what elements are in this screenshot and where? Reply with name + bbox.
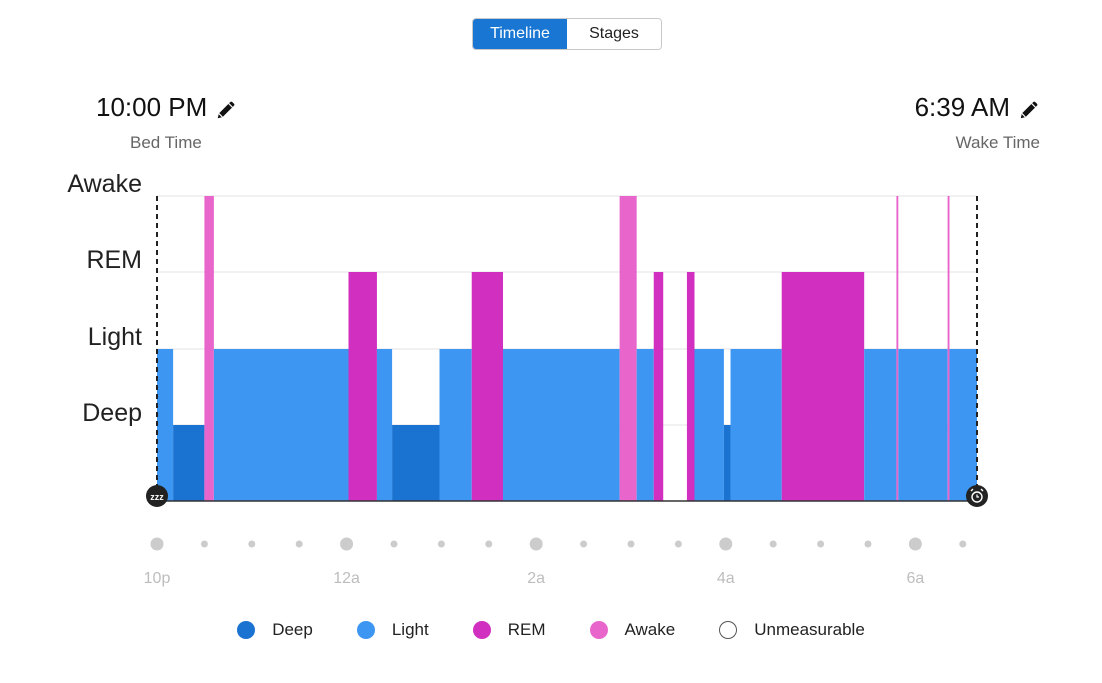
x-tick-label-2a: 2a (527, 570, 545, 587)
minor-tick-3 (390, 540, 398, 548)
minor-tick-12 (959, 540, 967, 548)
wake-time-value: 6:39 AM (914, 92, 1010, 122)
legend-dot-rem (472, 621, 491, 639)
svg-text:zzz: zzz (150, 492, 164, 502)
segment-awake-10 (619, 196, 637, 501)
minor-tick-7 (627, 540, 635, 548)
segment-deep-1 (173, 425, 205, 501)
bed-time-block: 10:00 PM Bed Time (96, 92, 237, 153)
minor-tick-5 (485, 540, 493, 548)
major-tick-4a (719, 537, 733, 551)
segment-deep-16 (723, 425, 731, 501)
tab-stages[interactable]: Stages (567, 19, 661, 49)
legend-label-awake: Awake (624, 620, 676, 639)
segment-awake-22 (947, 196, 950, 501)
legend-label-deep: Deep (272, 620, 313, 639)
bed-time-row: 10:00 PM (96, 92, 237, 123)
alarm-clock-icon (966, 485, 988, 507)
major-tick-10p (150, 537, 164, 551)
bed-time-label: Bed Time (130, 133, 202, 152)
segment-light-0 (157, 349, 174, 501)
minor-tick-9 (769, 540, 777, 548)
major-tick-12a (340, 537, 354, 551)
segment-rem-14 (686, 272, 695, 501)
segment-light-15 (694, 349, 724, 501)
x-tick-label-10p: 10p (144, 570, 171, 587)
chart-x-ticks: 10p 12a 2a 4a 6a (144, 537, 967, 587)
y-label-awake: Awake (67, 170, 142, 198)
bed-time-edit-pencil-icon[interactable] (215, 97, 237, 119)
chart-y-labels: Deep Light REM Awake (67, 170, 142, 427)
sleep-zzz-icon: zzz (146, 485, 168, 507)
y-label-deep: Deep (82, 399, 142, 427)
y-label-light: Light (88, 323, 142, 351)
legend-item-awake: Awake (589, 620, 676, 640)
segment-rem-18 (781, 272, 865, 501)
y-label-rem: REM (86, 246, 142, 274)
minor-tick-11 (864, 540, 872, 548)
minor-tick-8 (674, 540, 682, 548)
chart-frame: zzz (146, 196, 988, 507)
legend-label-unmeasurable: Unmeasurable (754, 620, 865, 639)
legend-item-deep: Deep (237, 620, 313, 640)
wake-time-block: 6:39 AM Wake Time (915, 92, 1040, 153)
minor-tick-6 (580, 540, 588, 548)
minor-tick-0 (200, 540, 208, 548)
major-tick-2a (529, 537, 543, 551)
segment-awake-20 (896, 196, 899, 501)
x-tick-label-6a: 6a (906, 570, 924, 587)
x-tick-label-4a: 4a (717, 570, 735, 587)
bed-time-value: 10:00 PM (96, 92, 208, 122)
segment-light-11 (636, 349, 654, 501)
segment-light-3 (213, 349, 349, 501)
wake-time-label: Wake Time (955, 133, 1040, 152)
legend-dot-unmeasurable (719, 621, 738, 639)
segment-light-17 (730, 349, 782, 501)
legend-dot-deep (237, 621, 256, 639)
view-toggle: Timeline Stages (472, 18, 662, 50)
chart-segments (157, 196, 977, 501)
segment-rem-12 (653, 272, 664, 501)
minor-tick-4 (437, 540, 445, 548)
legend-label-light: Light (391, 620, 429, 639)
segment-awake-2 (204, 196, 214, 501)
segment-light-5 (376, 349, 393, 501)
legend-item-light: Light (356, 620, 429, 640)
segment-light-21 (898, 349, 948, 501)
segment-light-19 (864, 349, 897, 501)
segment-rem-4 (348, 272, 377, 501)
tab-timeline[interactable]: Timeline (473, 19, 567, 49)
legend-item-unmeasurable: Unmeasurable (719, 620, 865, 640)
minor-tick-10 (817, 540, 825, 548)
wake-time-row: 6:39 AM (915, 92, 1040, 123)
segment-deep-6 (392, 425, 440, 501)
segment-light-7 (439, 349, 472, 501)
legend-dot-light (356, 621, 375, 639)
major-tick-6a (908, 537, 922, 551)
segment-light-9 (503, 349, 620, 501)
minor-tick-2 (295, 540, 303, 548)
segment-rem-8 (471, 272, 504, 501)
segment-light-23 (949, 349, 977, 501)
x-tick-label-12a: 12a (333, 570, 360, 587)
legend-item-rem: REM (472, 620, 546, 640)
legend-label-rem: REM (507, 620, 546, 639)
legend-dot-awake (589, 621, 608, 639)
minor-tick-1 (248, 540, 256, 548)
chart-legend: Deep Light REM Awake Unmeasurable (0, 620, 1102, 640)
wake-time-edit-pencil-icon[interactable] (1018, 97, 1040, 119)
